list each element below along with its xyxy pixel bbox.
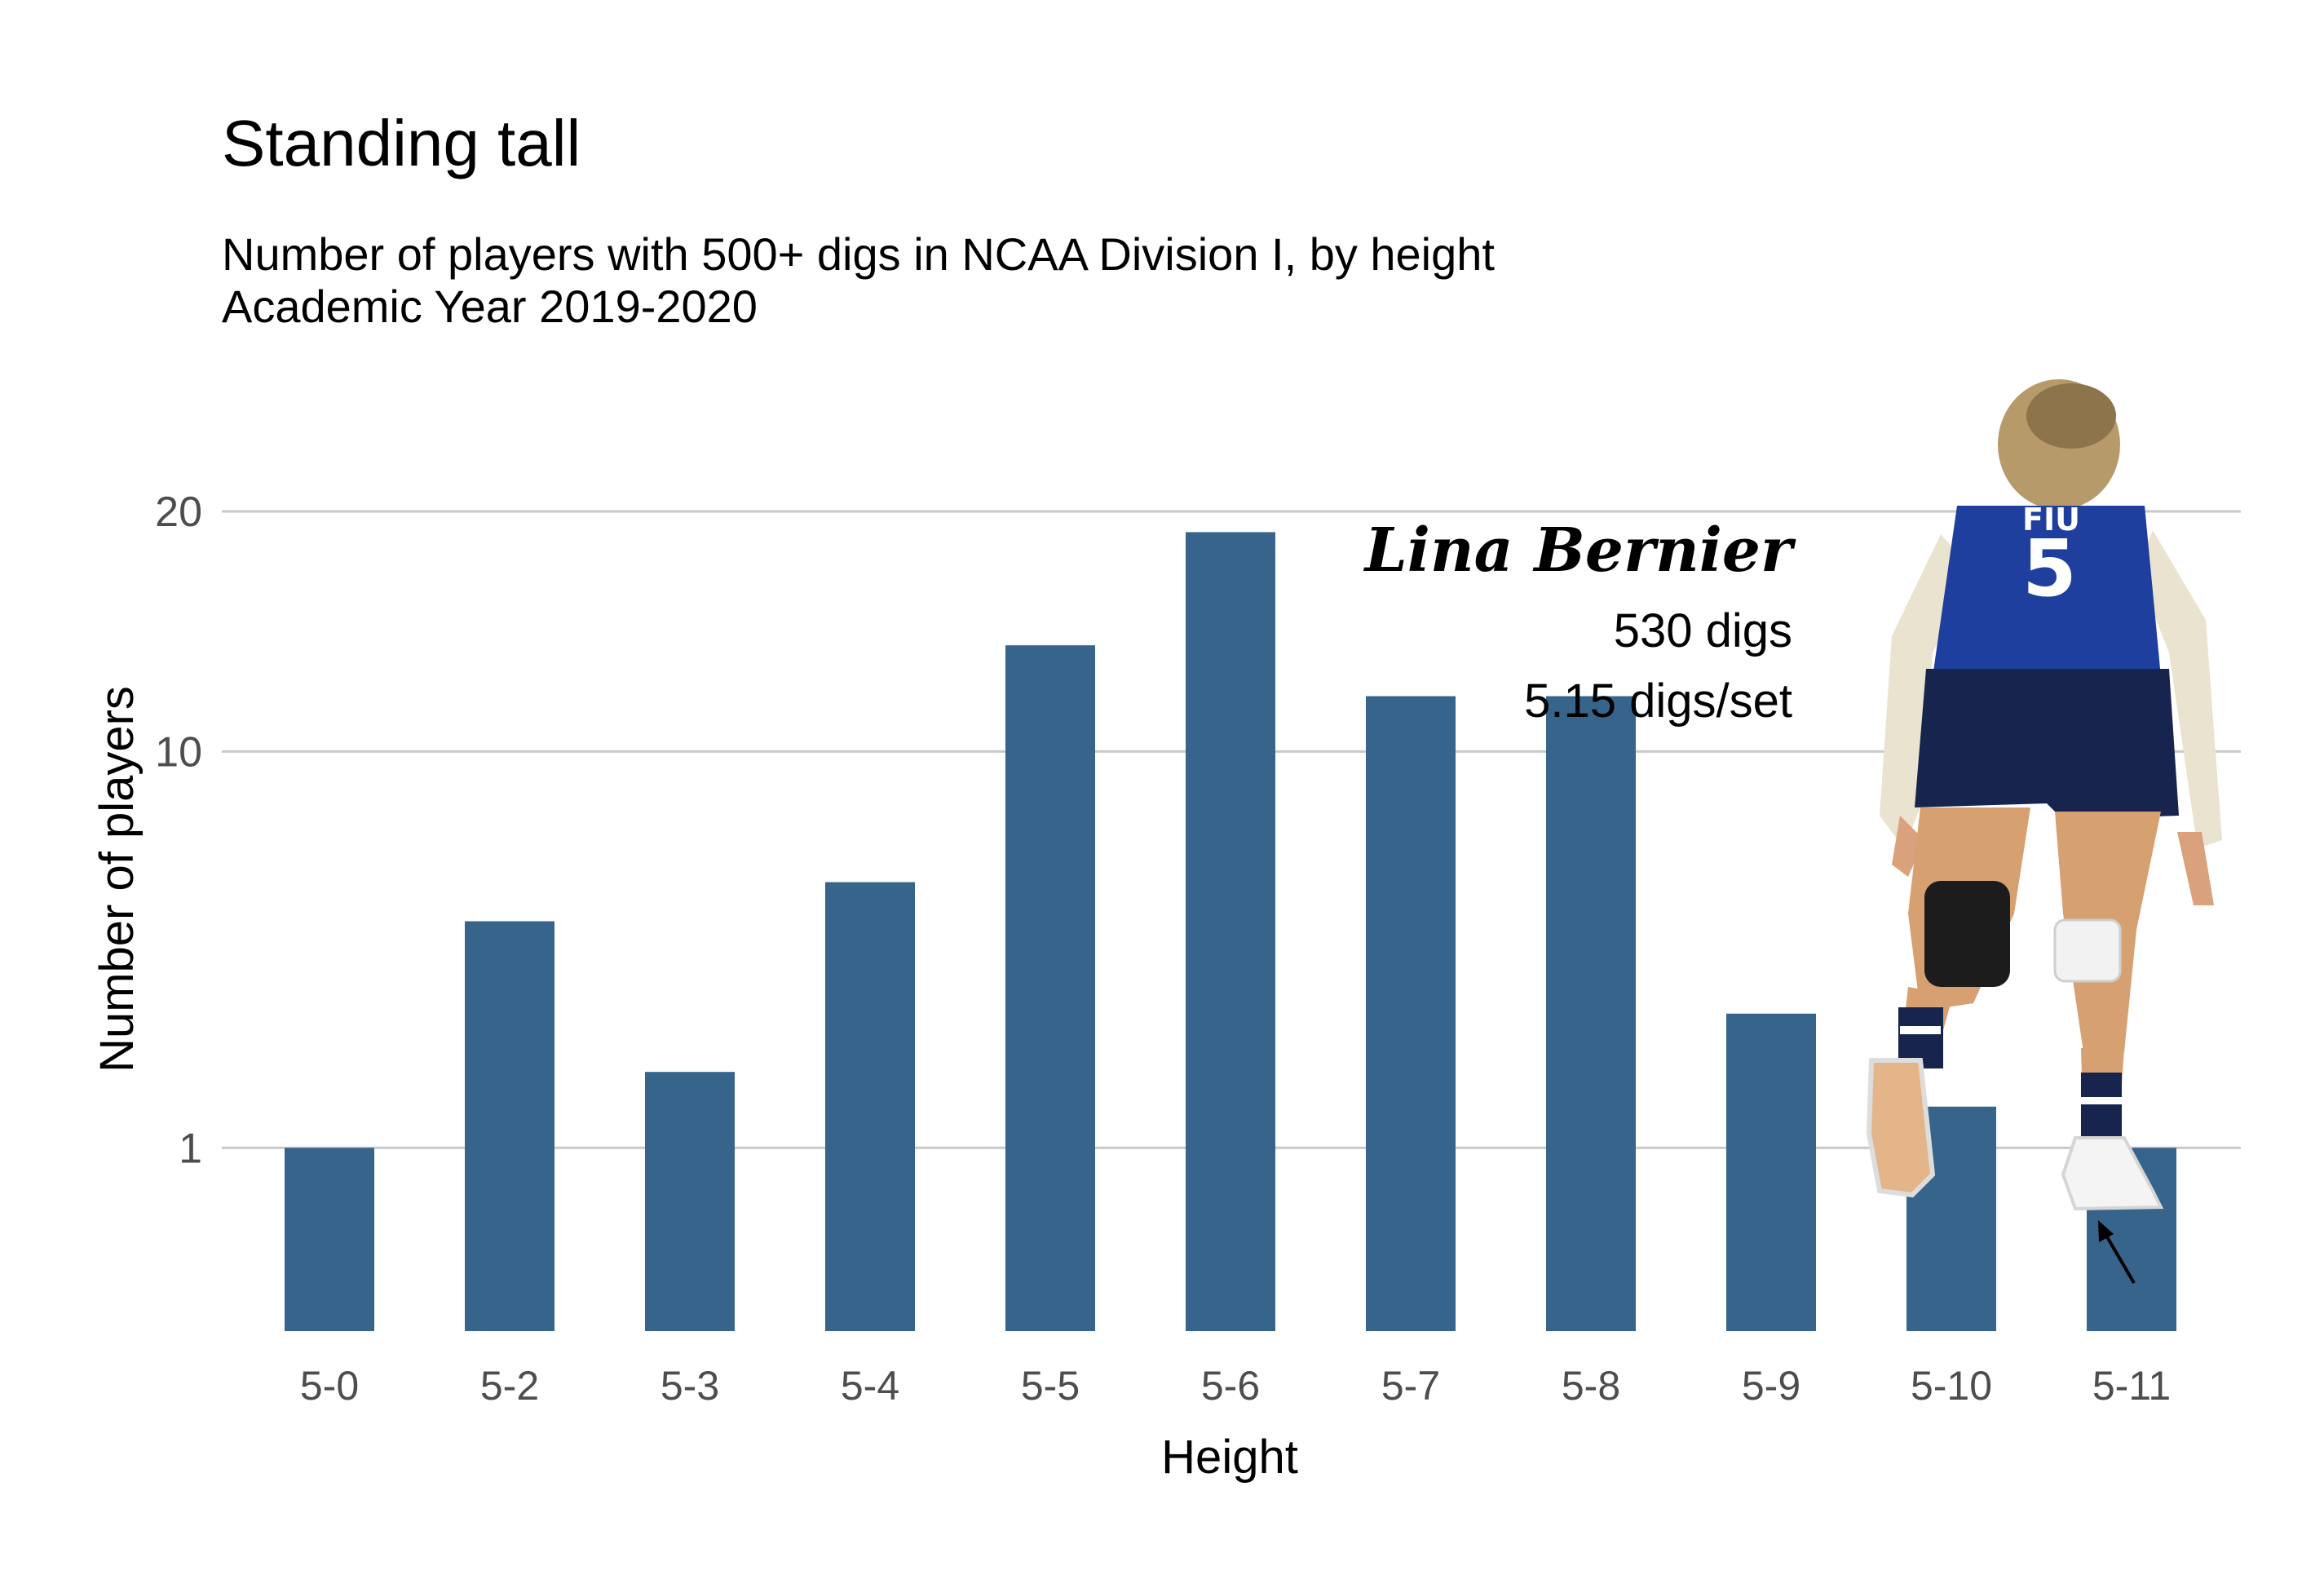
x-tick-label: 5-4	[841, 1363, 899, 1409]
x-tick-label: 5-5	[1021, 1363, 1080, 1409]
x-axis-label: Height	[1161, 1431, 1298, 1484]
bar-5-5	[1005, 645, 1095, 1331]
y-tick-label: 20	[155, 489, 202, 536]
player-name: Lina Bernier	[1364, 515, 1792, 586]
bars	[285, 532, 2176, 1331]
y-axis-label: Number of players	[91, 686, 144, 1073]
x-tick-label: 5-0	[300, 1363, 359, 1409]
bar-5-4	[825, 882, 915, 1331]
annotation-arrow	[2098, 1220, 2136, 1285]
bar-5-6	[1186, 532, 1275, 1331]
x-tick-label: 5-3	[661, 1363, 719, 1409]
y-tick-label: 1	[179, 1125, 202, 1172]
subtitle-line-1: Number of players with 500+ digs in NCAA…	[222, 228, 1495, 280]
bar-5-9	[1726, 1013, 1816, 1331]
x-tick-label: 5-2	[480, 1363, 539, 1409]
player-digs: 530 digs	[1613, 604, 1792, 657]
jersey-text: FIU	[2022, 502, 2080, 538]
chart-subtitle: Number of players with 500+ digs in NCAA…	[222, 228, 1495, 333]
subtitle-line-2: Academic Year 2019-2020	[222, 281, 758, 332]
x-tick-label: 5-8	[1562, 1363, 1620, 1409]
x-tick-label: 5-10	[1911, 1363, 1992, 1409]
x-tick-label: 5-11	[2092, 1363, 2171, 1409]
bar-5-2	[465, 921, 554, 1331]
chart-title: Standing tall	[222, 107, 581, 179]
bar-5-8	[1546, 696, 1636, 1331]
y-axis-ticks: 1 10 20	[155, 489, 202, 1172]
x-tick-label: 5-6	[1201, 1363, 1260, 1409]
x-tick-label: 5-9	[1742, 1363, 1800, 1409]
x-tick-label: 5-7	[1381, 1363, 1440, 1409]
jersey-number: 5	[2022, 523, 2077, 614]
bar-5-7	[1366, 696, 1456, 1331]
bar-5-3	[645, 1072, 735, 1331]
player-illustration: FIU 5	[1866, 379, 2222, 1211]
bar-5-0	[285, 1148, 374, 1331]
player-digs-per-set: 5.15 digs/set	[1524, 675, 1792, 728]
y-tick-label: 10	[155, 728, 202, 776]
x-axis-ticks: 5-0 5-2 5-3 5-4 5-5 5-6 5-7 5-8 5-9 5-10 5-11	[300, 1363, 2171, 1409]
